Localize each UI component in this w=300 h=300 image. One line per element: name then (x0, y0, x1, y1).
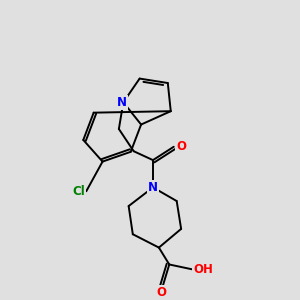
Text: O: O (157, 286, 167, 299)
Text: O: O (176, 140, 186, 153)
Text: N: N (148, 181, 158, 194)
Text: N: N (117, 96, 127, 109)
Text: OH: OH (194, 263, 213, 276)
Text: Cl: Cl (73, 185, 85, 198)
